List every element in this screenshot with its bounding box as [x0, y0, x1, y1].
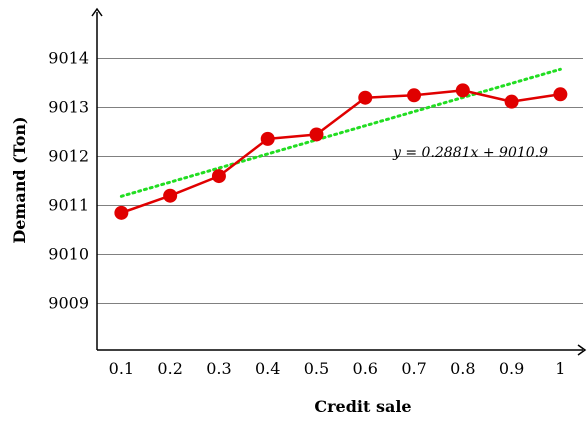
y-tick-label: 9013: [48, 98, 89, 117]
trendline-path: [119, 67, 562, 198]
y-tick-label: 9010: [48, 244, 89, 263]
data-point: [553, 87, 568, 102]
y-tick-label: 9012: [48, 147, 89, 166]
x-tick-label: 0.2: [157, 359, 182, 378]
x-tick-label: 0.1: [109, 359, 134, 378]
y-tick-label: 9009: [48, 293, 89, 312]
data-point: [260, 131, 275, 146]
x-tick-label: 0.7: [401, 359, 426, 378]
data-point: [504, 94, 519, 109]
x-axis-title: Credit sale: [314, 397, 411, 416]
data-point: [309, 127, 324, 142]
data-point: [211, 169, 226, 184]
grid: [97, 58, 583, 304]
x-tick-label: 0.3: [206, 359, 231, 378]
x-tick-label: 0.8: [450, 359, 475, 378]
y-axis-title: Demand (Ton): [10, 116, 29, 243]
data-point: [114, 205, 129, 220]
x-tick-label: 0.4: [255, 359, 280, 378]
data-point: [455, 83, 470, 98]
series: [114, 83, 568, 220]
data-point: [163, 188, 178, 203]
y-axis-arrow: [91, 7, 103, 17]
x-tick-label: 1: [555, 359, 565, 378]
x-axis-arrow: [577, 344, 587, 356]
data-point: [358, 90, 373, 105]
x-tick-labels: 0.1 0.2 0.3 0.4 0.5 0.6 0.7 0.8 0.9 1: [109, 359, 566, 378]
y-tick-label: 9011: [48, 195, 89, 214]
x-tick-label: 0.5: [304, 359, 329, 378]
axes: [91, 7, 587, 356]
x-tick-label: 0.9: [499, 359, 524, 378]
series-line: [120, 89, 561, 215]
data-point: [407, 88, 422, 103]
y-tick-label: 9014: [48, 49, 89, 68]
x-tick-label: 0.6: [353, 359, 378, 378]
y-tick-labels: 9009 9010 9011 9012 9013 9014: [48, 49, 89, 313]
trendline: [119, 67, 562, 198]
trendline-equation: y = 0.2881x + 9010.9: [392, 145, 548, 161]
